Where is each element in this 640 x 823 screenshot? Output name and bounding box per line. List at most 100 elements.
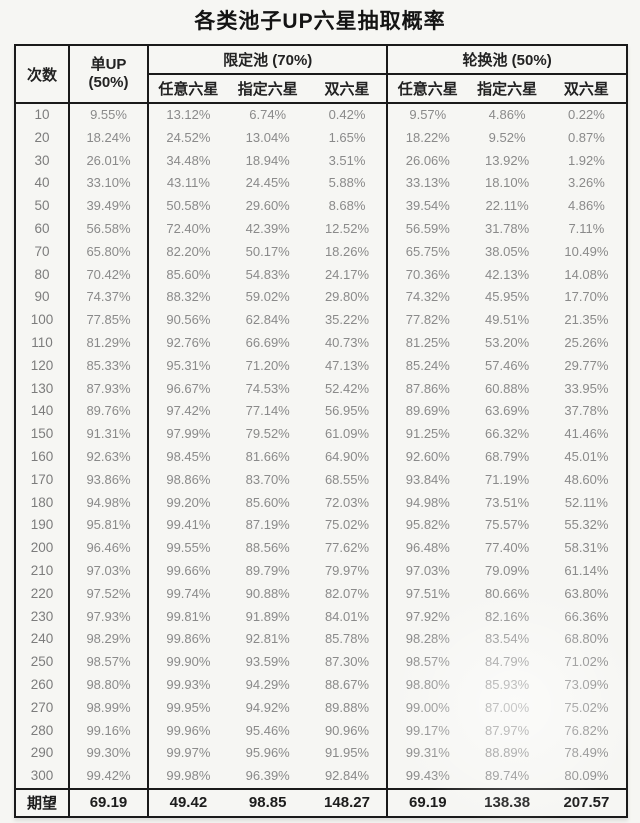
draws-cell: 270 — [15, 696, 70, 720]
probability-cell: 77.62% — [307, 537, 389, 560]
probability-cell: 3.51% — [307, 149, 389, 173]
header-rotation-any-six-star: 任意六星 — [387, 74, 468, 104]
table-row: 260 98.80% 99.93% 94.29% 88.67% 98.80% 85.93% 7… — [15, 673, 627, 697]
probability-cell: 87.97% — [485, 722, 530, 738]
expectation-cell: 148.27 — [307, 787, 389, 817]
page-title: 各类池子UP六星抽取概率 — [194, 10, 446, 33]
draws-cell: 70 — [15, 240, 70, 264]
probability-cell: 39.49% — [69, 195, 149, 218]
probability-cell: 42.39% — [245, 220, 290, 236]
probability-cell: 92.60% — [405, 448, 450, 464]
probability-cell: 71.02% — [564, 654, 609, 670]
table-row: 250 98.57% 99.90% 93.59% 87.30% 98.57% 84.79% 7… — [15, 651, 627, 674]
table-row: 200 96.46% 99.55% 88.56% 77.62% 96.48% 77.40% 5… — [15, 537, 627, 560]
probability-cell: 92.84% — [307, 765, 389, 789]
table-row: 70 65.80% 82.20% 50.17% 18.26% 65.75% 38.05% 10… — [15, 240, 627, 264]
table-row: 180 94.98% 99.20% 85.60% 72.03% 94.98% 73.51% 5… — [15, 491, 627, 515]
draws-cell: 110 — [15, 331, 70, 355]
draws-cell: 190 — [15, 514, 70, 538]
probability-cell: 99.93% — [166, 676, 211, 692]
probability-cell: 73.51% — [485, 494, 530, 510]
draws-cell: 170 — [15, 468, 70, 492]
probability-cell: 88.89% — [485, 745, 530, 761]
probability-cell: 91.31% — [69, 423, 149, 446]
table-row: 20 18.24% 24.52% 13.04% 1.65% 18.22% 9.52% 0.87… — [15, 126, 627, 150]
probability-cell: 60.88% — [485, 380, 530, 396]
probability-cell: 96.39% — [245, 768, 290, 784]
probability-cell: 13.12% — [166, 107, 211, 122]
probability-cell: 1.65% — [307, 126, 389, 150]
probability-cell: 18.24% — [69, 126, 149, 150]
probability-cell: 97.52% — [69, 582, 149, 606]
expectation-cell: 49.42 — [148, 787, 228, 817]
probability-cell: 98.28% — [405, 631, 450, 647]
probability-cell: 95.82% — [405, 517, 450, 533]
probability-cell: 43.11% — [166, 175, 210, 191]
draws-cell: 10 — [15, 103, 70, 127]
probability-cell: 96.67% — [166, 380, 211, 396]
probability-cell: 4.86% — [488, 107, 526, 122]
probability-cell: 97.42% — [166, 403, 211, 419]
header-single-up-rate: (50%) — [88, 74, 129, 91]
probability-cell: 35.22% — [307, 309, 389, 332]
probability-cell: 80.66% — [485, 585, 530, 601]
probability-cell: 50.58% — [166, 198, 211, 214]
draws-cell: 30 — [15, 149, 70, 173]
expectation-cell: 138.38 — [467, 787, 547, 817]
probability-cell: 85.60% — [245, 494, 290, 510]
probability-cell: 93.86% — [69, 468, 149, 492]
probability-cell: 98.80% — [69, 673, 149, 697]
probability-cell: 99.42% — [69, 765, 149, 789]
probability-cell: 98.80% — [405, 676, 450, 692]
probability-cell: 91.25% — [405, 426, 450, 442]
probability-cell: 24.17% — [307, 263, 389, 287]
probability-cell: 63.69% — [485, 403, 530, 419]
table-header: 次数 单UP (50%) 限定池 (70%) 轮换池 (50%) 任意六星 指定… — [15, 45, 627, 104]
probability-cell: 66.36% — [564, 608, 609, 624]
probability-cell: 85.78% — [307, 628, 389, 652]
probability-cell: 75.02% — [564, 699, 609, 715]
probability-cell: 94.98% — [405, 494, 450, 510]
probability-cell: 70.36% — [405, 266, 450, 282]
table-row: 10 9.55% 13.12% 6.74% 0.42% 9.57% 4.86% 0.22% — [15, 103, 627, 127]
probability-cell: 88.56% — [245, 540, 290, 556]
probability-cell: 98.99% — [69, 696, 149, 720]
draws-cell: 120 — [15, 354, 70, 378]
probability-cell: 99.43% — [405, 768, 450, 784]
probability-table: 次数 单UP (50%) 限定池 (70%) 轮换池 (50%) 任意六星 指定… — [14, 44, 628, 818]
probability-cell: 98.45% — [166, 448, 211, 464]
table-row: 90 74.37% 88.32% 59.02% 29.80% 74.32% 45.95% 17… — [15, 286, 627, 310]
probability-cell: 89.76% — [69, 400, 149, 424]
probability-cell: 47.13% — [307, 354, 389, 378]
probability-cell: 85.33% — [69, 354, 149, 378]
probability-cell: 21.35% — [564, 312, 609, 328]
draws-cell: 290 — [15, 742, 70, 766]
probability-cell: 14.08% — [564, 266, 609, 282]
table-row: 80 70.42% 85.60% 54.83% 24.17% 70.36% 42.13% 14… — [15, 263, 627, 287]
probability-cell: 98.57% — [405, 654, 450, 670]
probability-cell: 99.30% — [69, 742, 149, 766]
probability-cell: 54.83% — [245, 266, 290, 282]
draws-cell: 280 — [15, 719, 70, 743]
probability-cell: 88.32% — [166, 289, 211, 305]
probability-cell: 53.20% — [485, 334, 530, 350]
probability-cell: 82.20% — [166, 243, 211, 259]
probability-cell: 7.11% — [568, 220, 605, 236]
probability-cell: 99.31% — [405, 745, 450, 761]
table-row: 240 98.29% 99.86% 92.81% 85.78% 98.28% 83.54% 6… — [15, 628, 627, 652]
table-row: 130 87.93% 96.67% 74.53% 52.42% 87.86% 60.88% 3… — [15, 377, 627, 401]
draws-cell: 90 — [15, 286, 70, 310]
probability-cell: 56.95% — [307, 400, 389, 424]
probability-cell: 1.92% — [567, 152, 605, 168]
probability-cell: 8.68% — [307, 195, 389, 218]
probability-cell: 64.90% — [307, 445, 389, 469]
header-single-up-name: 单UP — [90, 56, 127, 73]
probability-cell: 97.51% — [405, 585, 450, 601]
header-single-up: 单UP (50%) — [69, 45, 149, 104]
probability-cell: 98.29% — [69, 628, 149, 652]
probability-cell: 94.29% — [245, 676, 290, 692]
draws-cell: 160 — [15, 445, 70, 469]
probability-cell: 13.04% — [245, 129, 290, 145]
probability-cell: 72.03% — [307, 491, 389, 515]
header-draws: 次数 — [15, 45, 70, 104]
